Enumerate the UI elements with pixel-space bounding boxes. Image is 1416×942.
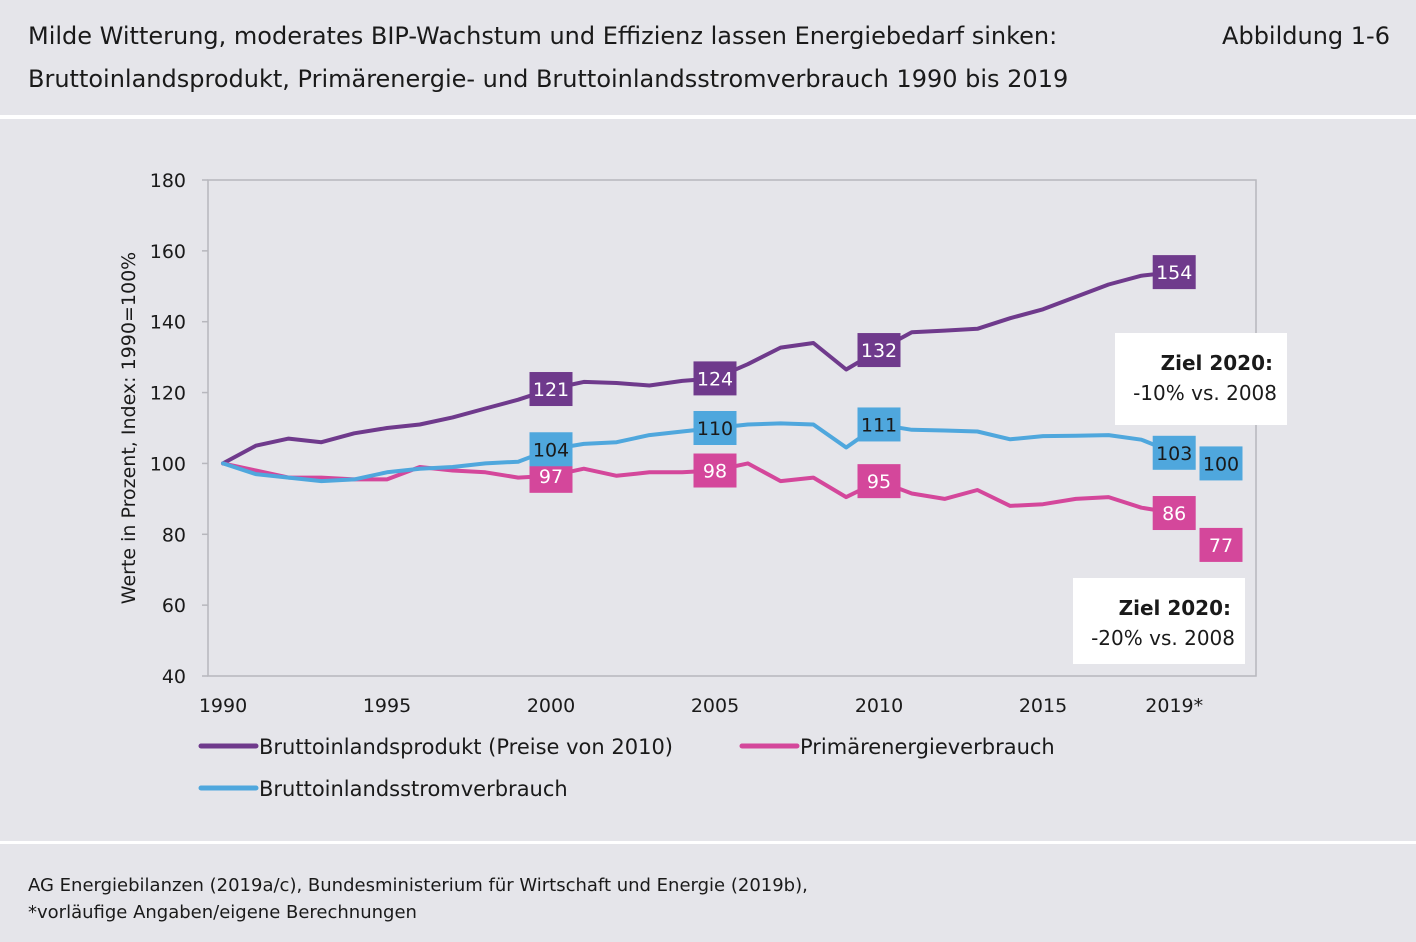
data-label-box xyxy=(1199,446,1243,481)
source-line-2: *vorläufige Angaben/eigene Berechnungen xyxy=(28,902,417,923)
data-label-box xyxy=(1152,255,1196,290)
line-chart: 40 60 80 100 120 140 160 180 1990 1995 2000 2005 201… xyxy=(118,170,1287,801)
y-axis-label: Werte in Prozent, Index: 1990=100% xyxy=(118,252,140,604)
y-tick-label: 160 xyxy=(150,241,186,263)
data-label: 97 xyxy=(539,466,563,488)
y-tick-label: 120 xyxy=(150,383,186,405)
data-label: 154 xyxy=(1156,262,1192,284)
data-label-box xyxy=(1152,496,1196,531)
x-tick-label: 1995 xyxy=(363,695,411,717)
x-tick-label: 2010 xyxy=(855,695,903,717)
data-label: 132 xyxy=(861,340,897,362)
data-label: 86 xyxy=(1162,503,1186,525)
x-tick-label: 2000 xyxy=(527,695,575,717)
plot-frame xyxy=(207,179,1257,677)
data-label: 121 xyxy=(533,379,569,401)
data-label-box xyxy=(529,372,573,407)
legend-label: Bruttoinlandsstromverbrauch xyxy=(259,777,568,801)
target-annotation-box xyxy=(1115,333,1287,425)
y-tick-label: 40 xyxy=(162,666,186,688)
target-annotation-box xyxy=(1073,578,1245,664)
data-labels: 121 124 132 154 97 98 95 86 77 104 110 111 103 100 xyxy=(529,255,1243,562)
figure-label: Abbildung 1-6 xyxy=(1222,22,1390,50)
data-label-box xyxy=(693,361,737,396)
y-tick-label: 80 xyxy=(162,524,186,546)
data-label: 95 xyxy=(867,471,891,493)
y-tick-label: 140 xyxy=(150,312,186,334)
annotation-text: -20% vs. 2008 xyxy=(1091,626,1235,650)
annotation-title: Ziel 2020: xyxy=(1161,351,1273,375)
legend: Bruttoinlandsprodukt (Preise von 2010) Pr… xyxy=(198,735,1055,801)
x-tick-label: 2005 xyxy=(691,695,739,717)
data-label: 77 xyxy=(1209,535,1233,557)
data-label-box xyxy=(1152,435,1196,470)
x-tick-label: 1990 xyxy=(199,695,247,717)
annotation-title: Ziel 2020: xyxy=(1119,596,1231,620)
data-label-box xyxy=(693,453,737,488)
y-tick-label: 180 xyxy=(150,170,186,192)
data-label: 111 xyxy=(861,414,897,436)
data-label: 98 xyxy=(703,461,727,483)
data-label-box xyxy=(1199,527,1243,562)
header: Milde Witterung, moderates BIP-Wachstum … xyxy=(0,0,1416,116)
chart-subtitle: Bruttoinlandsprodukt, Primärenergie- und… xyxy=(28,65,1069,93)
data-label: 103 xyxy=(1156,443,1192,465)
legend-label: Bruttoinlandsprodukt (Preise von 2010) xyxy=(259,735,673,759)
chart-title: Milde Witterung, moderates BIP-Wachstum … xyxy=(28,22,1058,50)
source-note: AG Energiebilanzen (2019a/c), Bundesmini… xyxy=(28,872,808,926)
data-label-box xyxy=(529,432,573,467)
source-line-1: AG Energiebilanzen (2019a/c), Bundesmini… xyxy=(28,875,808,896)
data-label-box xyxy=(857,333,901,368)
header-divider xyxy=(0,115,1416,119)
data-label-box xyxy=(857,464,901,499)
y-tick-label: 100 xyxy=(150,453,186,475)
data-label: 110 xyxy=(697,418,733,440)
data-label: 100 xyxy=(1203,453,1239,475)
chart-axes: 40 60 80 100 120 140 160 180 1990 1995 2000 2005 201… xyxy=(118,170,1257,717)
data-label-box xyxy=(857,407,901,442)
data-label-box xyxy=(693,411,737,445)
x-tick-label: 2015 xyxy=(1019,695,1067,717)
x-tick-label: 2019* xyxy=(1145,695,1203,717)
footer-divider xyxy=(0,841,1416,844)
data-label: 104 xyxy=(533,439,569,461)
data-label: 124 xyxy=(697,368,733,390)
annotations: Ziel 2020: -10% vs. 2008 Ziel 2020: -20% vs… xyxy=(1073,333,1287,664)
legend-label: Primärenergieverbrauch xyxy=(800,735,1055,759)
y-tick-label: 60 xyxy=(162,595,186,617)
annotation-text: -10% vs. 2008 xyxy=(1133,381,1277,405)
